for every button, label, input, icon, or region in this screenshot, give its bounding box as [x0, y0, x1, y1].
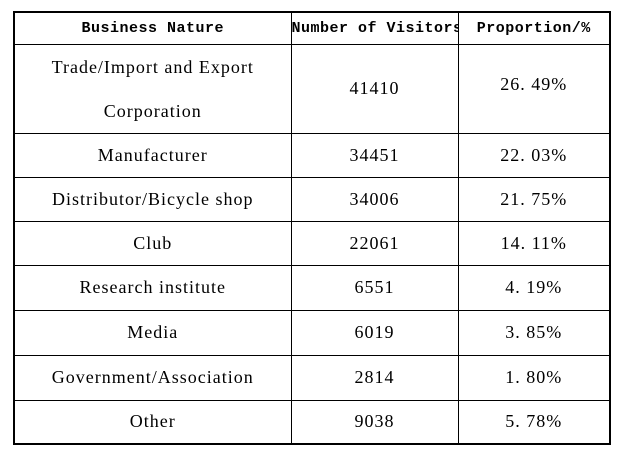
table-row: Other 9038 5. 78%	[13, 399, 611, 445]
cell-business-nature: Research institute	[13, 264, 292, 311]
table-row: Media 6019 3. 85%	[13, 309, 611, 356]
cell-business-nature: Distributor/Bicycle shop	[13, 176, 292, 222]
cell-visitors: 9038	[290, 399, 459, 445]
header-business-nature: Business Nature	[13, 11, 292, 45]
cell-proportion: 1. 80%	[457, 354, 611, 401]
cell-visitors: 6551	[290, 264, 459, 311]
cell-business-nature: Club	[13, 220, 292, 266]
table-row: Distributor/Bicycle shop 34006 21. 75%	[13, 176, 611, 222]
visitor-statistics-table: Business Nature Number of Visitors Propo…	[13, 11, 611, 445]
cell-proportion: 14. 11%	[457, 220, 611, 266]
header-number-of-visitors: Number of Visitors	[290, 11, 459, 45]
cell-proportion: 26. 49%	[457, 43, 611, 134]
cell-visitors: 41410	[290, 43, 459, 134]
cell-proportion: 3. 85%	[457, 309, 611, 356]
cell-visitors: 6019	[290, 309, 459, 356]
cell-visitors: 34006	[290, 176, 459, 222]
cell-visitors: 2814	[290, 354, 459, 401]
cell-proportion: 22. 03%	[457, 132, 611, 178]
cell-business-nature: Trade/Import and Export Corporation	[13, 43, 292, 134]
table-row: Club 22061 14. 11%	[13, 220, 611, 266]
cell-visitors: 34451	[290, 132, 459, 178]
table-row: Government/Association 2814 1. 80%	[13, 354, 611, 401]
cell-proportion: 5. 78%	[457, 399, 611, 445]
cell-business-nature: Other	[13, 399, 292, 445]
table-header-row: Business Nature Number of Visitors Propo…	[13, 11, 611, 45]
cell-business-nature: Media	[13, 309, 292, 356]
cell-proportion: 4. 19%	[457, 264, 611, 311]
business-nature-line1: Trade/Import and Export	[51, 56, 254, 77]
cell-business-nature: Government/Association	[13, 354, 292, 401]
header-proportion: Proportion/%	[457, 11, 611, 45]
business-nature-line2: Corporation	[103, 100, 202, 121]
table-row: Manufacturer 34451 22. 03%	[13, 132, 611, 178]
cell-proportion: 21. 75%	[457, 176, 611, 222]
cell-business-nature: Manufacturer	[13, 132, 292, 178]
table-row: Research institute 6551 4. 19%	[13, 264, 611, 311]
cell-visitors: 22061	[290, 220, 459, 266]
table-row: Trade/Import and Export Corporation 4141…	[13, 43, 611, 134]
